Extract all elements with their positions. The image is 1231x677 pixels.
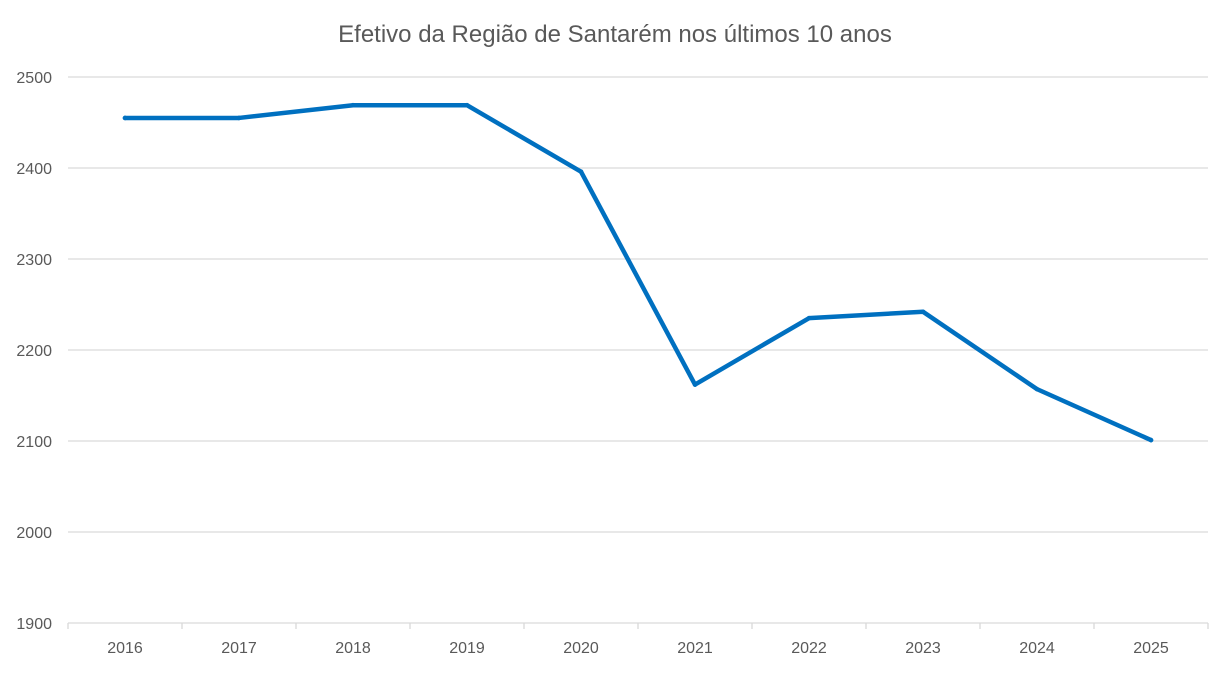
- data-point: [1148, 437, 1154, 443]
- y-tick-label: 2400: [16, 161, 52, 178]
- y-axis-tick-labels: 1900 2000 2100 2200 2300 2400 2500: [16, 70, 52, 633]
- series-line: [122, 102, 1154, 443]
- x-tick-label: 2022: [791, 640, 827, 657]
- x-tick-label: 2023: [905, 640, 941, 657]
- data-point: [236, 115, 242, 121]
- y-tick-label: 2000: [16, 525, 52, 542]
- y-tick-label: 2500: [16, 70, 52, 87]
- data-point: [1034, 386, 1040, 392]
- x-tick-label: 2021: [677, 640, 713, 657]
- y-tick-label: 2100: [16, 434, 52, 451]
- data-point: [464, 102, 470, 108]
- data-point: [578, 169, 584, 174]
- x-tick-label: 2018: [335, 640, 371, 657]
- x-tick-label: 2016: [107, 640, 143, 657]
- y-tick-label: 2300: [16, 252, 52, 269]
- data-point: [806, 315, 812, 321]
- y-tick-label: 2200: [16, 343, 52, 360]
- chart-title: Efetivo da Região de Santarém nos último…: [338, 21, 892, 48]
- x-tick-label: 2019: [449, 640, 485, 657]
- series-layer: [122, 102, 1154, 443]
- axes: [67, 622, 1209, 629]
- x-tick-label: 2020: [563, 640, 599, 657]
- data-point: [122, 115, 128, 121]
- x-axis-tick-labels: 2016 2017 2018 2019 2020 2021 2022 2023 2024 2025: [107, 640, 1169, 657]
- gridlines: [68, 76, 1208, 533]
- x-tick-label: 2025: [1133, 640, 1169, 657]
- data-point: [920, 309, 926, 315]
- data-point: [692, 382, 698, 387]
- x-tick-label: 2017: [221, 640, 257, 657]
- data-point: [350, 102, 356, 108]
- y-tick-label: 1900: [16, 616, 52, 633]
- x-tick-label: 2024: [1019, 640, 1055, 657]
